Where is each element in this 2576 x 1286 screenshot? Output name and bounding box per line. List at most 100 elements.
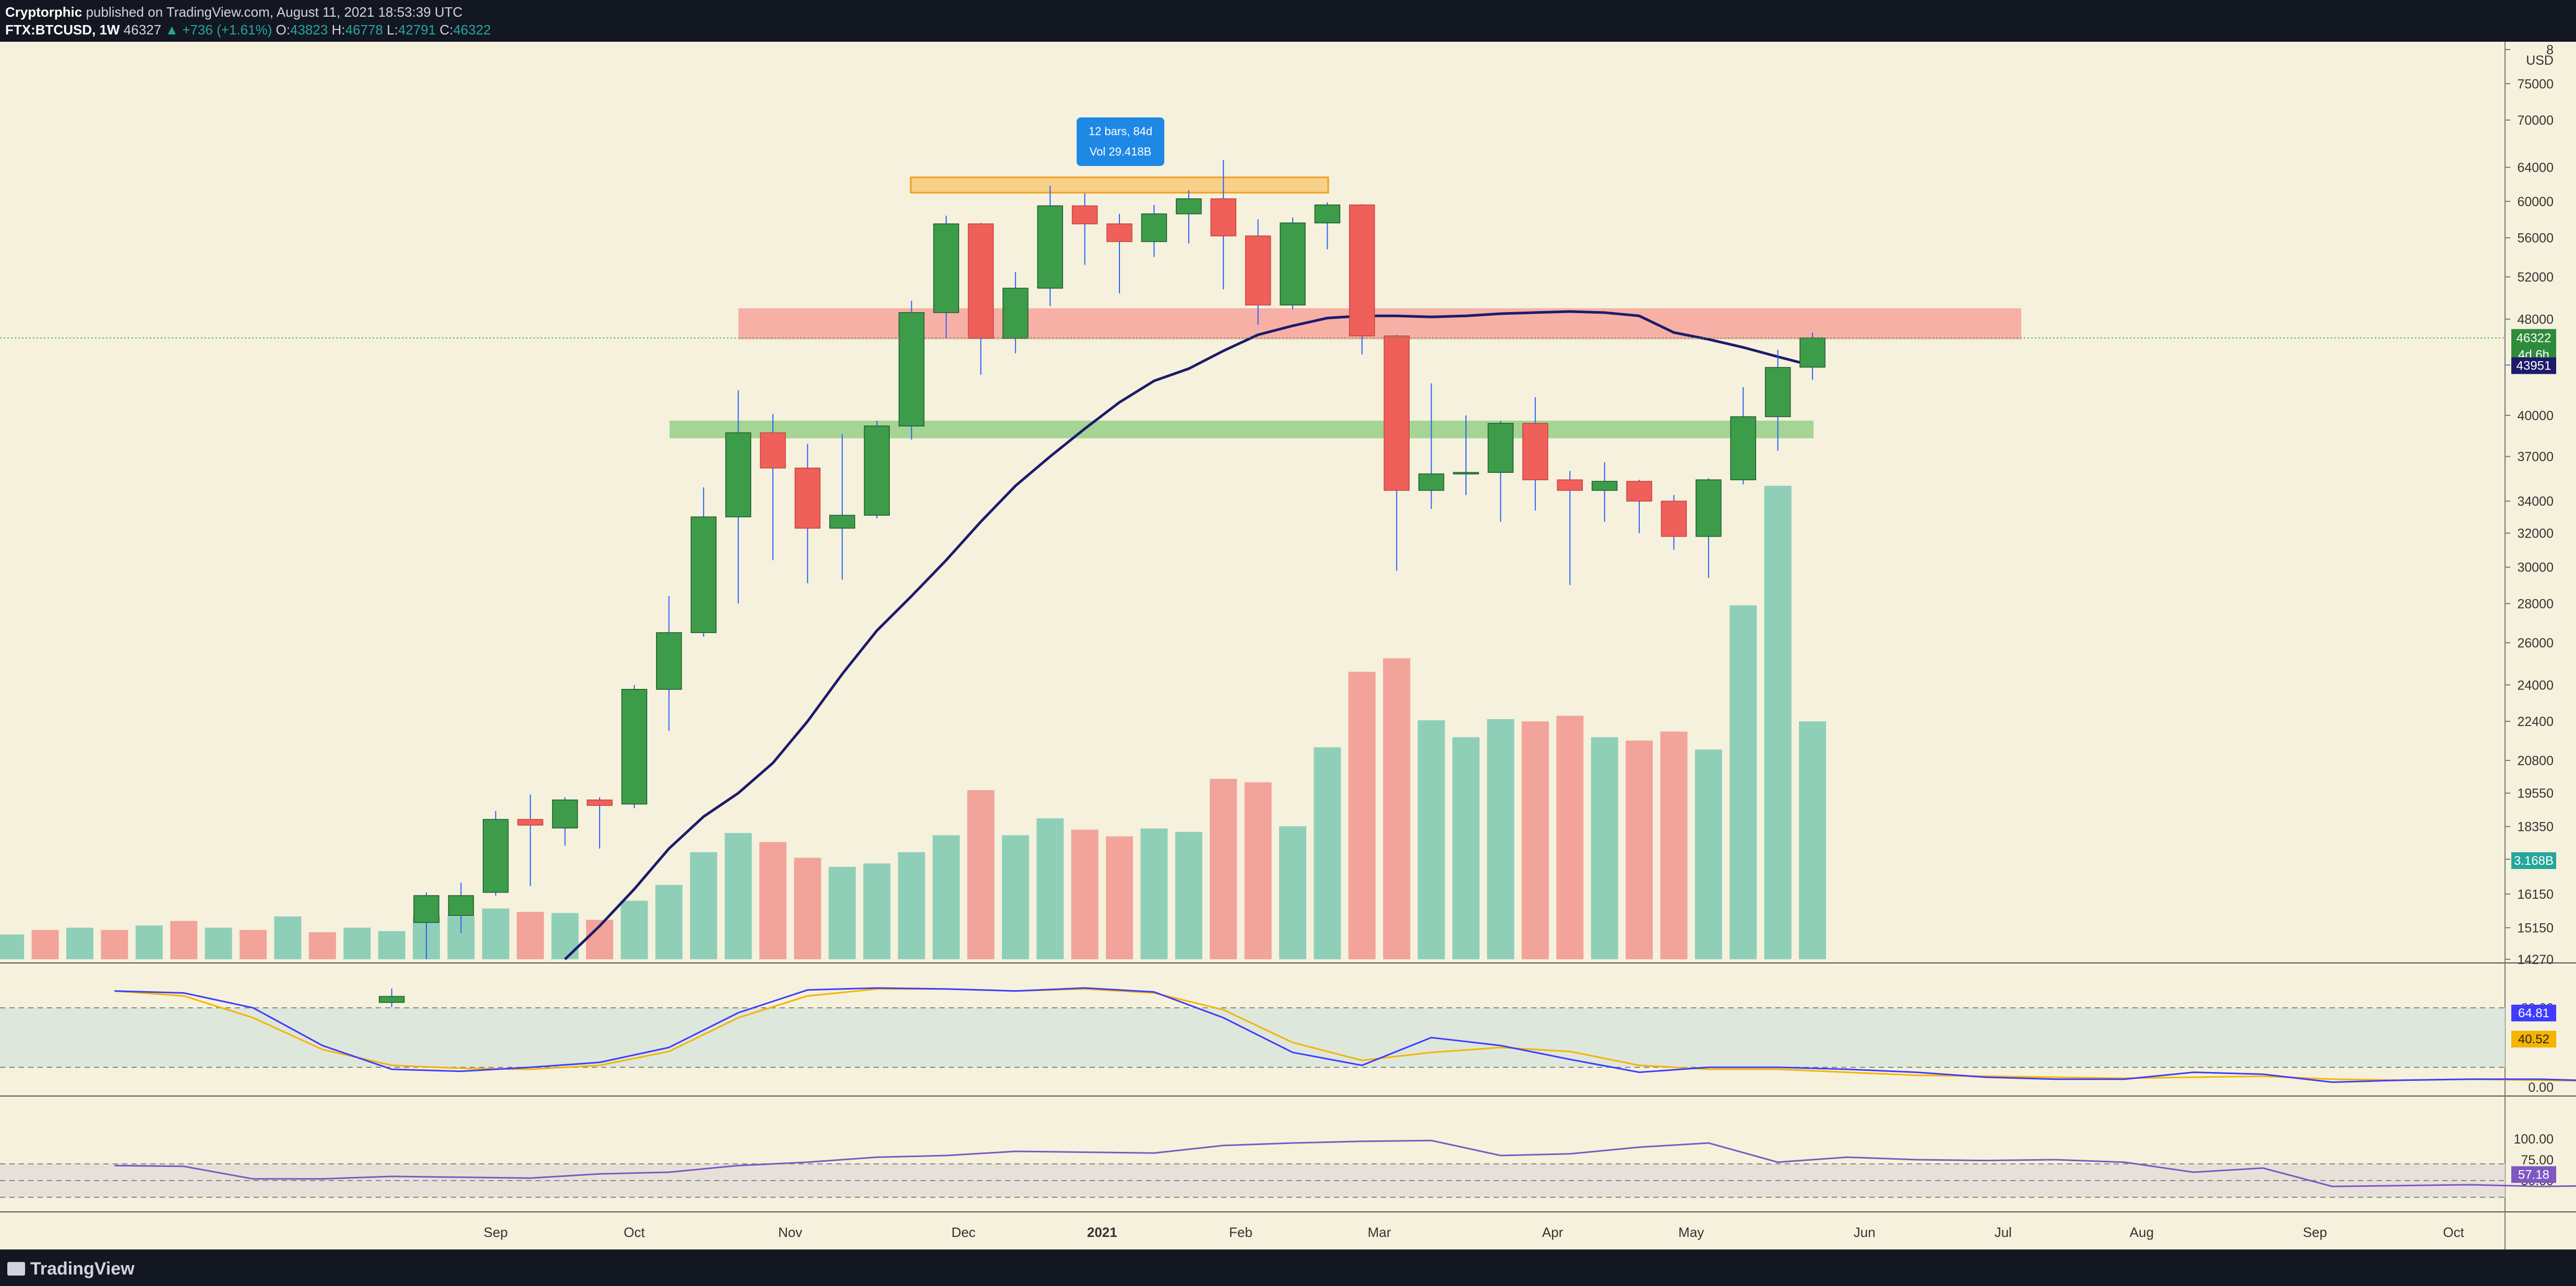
volume-bar: [308, 932, 336, 959]
rsi-tick-label: 100.00: [2514, 1132, 2554, 1147]
time-tick-label: Oct: [624, 1224, 645, 1240]
volume-bar: [1210, 779, 1237, 959]
volume-bar: [274, 916, 302, 959]
tradingview-logo[interactable]: TradingView: [7, 1259, 135, 1279]
volume-bar: [1799, 721, 1826, 959]
measure-tooltip: 12 bars, 84d Vol 29.418B: [1077, 117, 1164, 166]
stoch-k-line: [114, 987, 2576, 1083]
rsi-tag-bg: [2511, 1166, 2556, 1183]
ema-line: [564, 310, 1813, 960]
stoch-band: [0, 1008, 2505, 1067]
chart-canvas[interactable]: 80.000.0064.8140.52100.0075.0050.0057.18…: [0, 42, 2576, 1249]
candle-up: [656, 632, 682, 690]
publish-line: Cryptorphic published on TradingView.com…: [5, 4, 462, 20]
candle-down: [1245, 235, 1271, 306]
candle-up: [1799, 337, 1826, 368]
volume-bar: [828, 866, 856, 959]
volume-bar: [1730, 605, 1757, 959]
candle-down: [794, 468, 821, 529]
volume-bar: [655, 885, 683, 959]
candle-up: [1141, 213, 1167, 242]
candle-up: [1453, 472, 1479, 474]
volume-value-tag: 3.168B: [2514, 854, 2554, 868]
symbol-label[interactable]: FTX:BTCUSD, 1W: [5, 22, 120, 38]
candle-up: [725, 432, 752, 518]
volume-bar: [482, 908, 509, 959]
low-value: 42791: [398, 22, 436, 38]
chart-header: Cryptorphic published on TradingView.com…: [0, 0, 2576, 42]
resistance-zone-top: [910, 176, 1329, 194]
price-tick-label: 20800: [2517, 754, 2554, 768]
volume-bar: [0, 934, 25, 959]
price-tick-label: 37000: [2517, 450, 2554, 465]
candle-up: [1591, 481, 1618, 491]
volume-bar: [1071, 829, 1099, 959]
price-tick-label: 40000: [2517, 409, 2554, 423]
volume-bar: [205, 927, 232, 959]
volume-bar: [863, 863, 891, 959]
open-label: O:: [276, 22, 290, 38]
volume-bar: [1383, 658, 1411, 959]
volume-bar: [551, 913, 579, 959]
time-tick-label: Feb: [1229, 1224, 1253, 1240]
time-tick-label: Oct: [2443, 1224, 2464, 1240]
volume-bar: [135, 925, 163, 959]
rsi-line: [114, 1139, 2576, 1187]
price-tick-label: 22400: [2517, 715, 2554, 729]
volume-bar: [517, 912, 544, 959]
price-tick-label: 28000: [2517, 597, 2554, 611]
volume-bar: [1314, 747, 1341, 959]
volume-bar: [1660, 731, 1688, 959]
author-name[interactable]: Cryptorphic: [5, 4, 82, 20]
volume-bar: [1244, 782, 1272, 959]
volume-bar: [1521, 721, 1549, 959]
ohlc-legend: FTX:BTCUSD, 1W 46327 ▲ +736 (+1.61%) O:4…: [5, 22, 491, 38]
volume-bar: [1417, 720, 1445, 959]
price-tick-label: 14270: [2517, 952, 2554, 967]
stoch-d-tag-bg: [2511, 1031, 2556, 1047]
stoch-d-tag: 40.52: [2518, 1032, 2549, 1046]
time-tick-label: Aug: [2130, 1224, 2154, 1240]
volume-bar: [1695, 749, 1722, 959]
price-tick-label: 30000: [2517, 561, 2554, 575]
volume-bar: [898, 852, 925, 959]
volume-bar: [66, 927, 93, 959]
volume-bar: [240, 930, 267, 959]
price-tick-label: 52000: [2517, 270, 2554, 285]
candle-up: [1696, 479, 1722, 537]
price-axis-unit: USD: [2526, 53, 2554, 68]
price-tick-label: 64000: [2517, 161, 2554, 175]
stoch-k-tag: 64.81: [2518, 1006, 2549, 1020]
candle-up: [933, 223, 959, 313]
last-price-tag: 46322: [2517, 331, 2551, 345]
candle-down: [1384, 335, 1410, 491]
candle-up: [1487, 423, 1514, 473]
price-change: ▲ +736 (+1.61%): [165, 22, 272, 38]
volume-bar: [170, 921, 198, 959]
volume-bar: [724, 833, 752, 959]
volume-bar: [1279, 826, 1306, 959]
time-tick-label: May: [1678, 1224, 1704, 1240]
plot-background: [0, 42, 2505, 1249]
time-tick-label: Dec: [951, 1224, 975, 1240]
price-tick-label: 8: [2546, 43, 2554, 57]
price-axis-background: [2505, 42, 2576, 1249]
resistance-zone-mid: [738, 308, 2021, 340]
volume-bar: [1106, 836, 1133, 959]
candle-down: [1349, 204, 1375, 337]
tradingview-icon: [7, 1262, 25, 1276]
volume-value-tag-bg: [2511, 852, 2556, 869]
ema-value-tag: 43951: [2517, 359, 2551, 373]
volume-bar: [31, 930, 59, 959]
candle-down: [1106, 223, 1132, 242]
volume-bar: [1487, 719, 1514, 959]
candle-up: [829, 515, 855, 529]
price-tick-label: 75000: [2517, 77, 2554, 91]
low-label: L:: [387, 22, 398, 38]
tooltip-box: [1077, 117, 1164, 166]
candle-up: [621, 689, 648, 805]
high-label: H:: [331, 22, 345, 38]
rsi-tag: 57.18: [2518, 1168, 2549, 1182]
volume-bar: [101, 930, 128, 959]
volume-bar: [1140, 828, 1168, 959]
